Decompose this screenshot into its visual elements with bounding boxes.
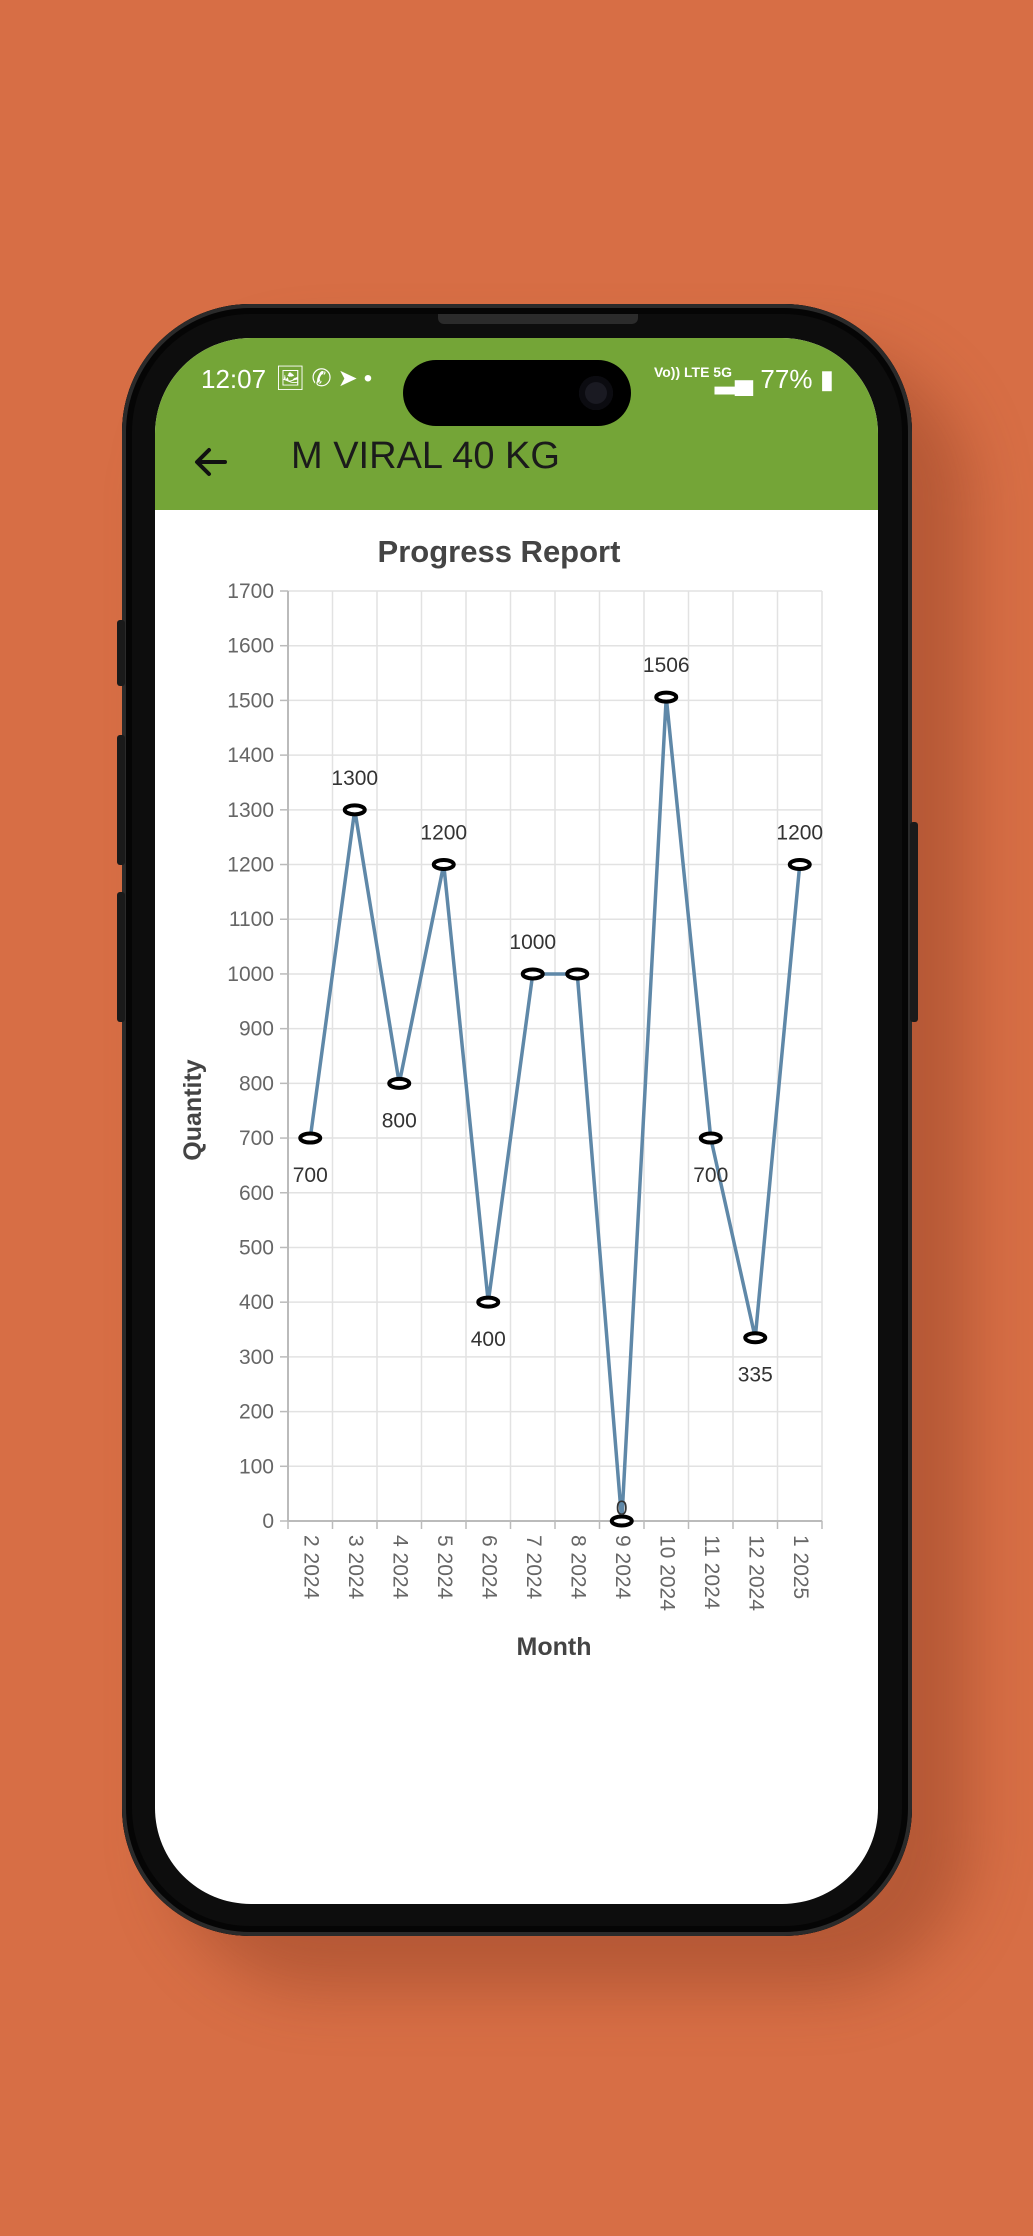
x-axis-label: Month [517, 1633, 592, 1661]
x-tick-label: 4 2024 [389, 1535, 412, 1600]
gallery-icon: 🖼 [275, 365, 312, 392]
network-indicator: Vo)) LTE 5G [653, 364, 732, 380]
y-tick-label: 1200 [227, 854, 274, 877]
y-tick-label: 1600 [227, 635, 274, 658]
y-tick-label: 200 [239, 1401, 274, 1424]
data-label: 700 [693, 1164, 728, 1187]
telegram-icon: ➤ [337, 365, 364, 392]
chart-title: Progress Report [378, 534, 621, 569]
x-tick-label: 11 2024 [700, 1535, 723, 1610]
signal-icon: ▂▄ [714, 364, 754, 394]
y-tick-label: 700 [239, 1127, 274, 1150]
data-point [431, 858, 456, 872]
x-tick-label: 8 2024 [567, 1535, 590, 1600]
data-label: 0 [616, 1497, 628, 1520]
camera-lens [579, 376, 613, 410]
y-tick-label: 900 [239, 1018, 274, 1041]
y-tick-labels: 0 100 200 300 400 500 600 700 800 900 1000 1100 1200… [227, 580, 274, 1533]
data-label: 1506 [643, 654, 690, 677]
volume-up-button [117, 735, 125, 865]
data-point [520, 967, 545, 981]
x-tick-label: 2 2024 [300, 1535, 323, 1600]
x-tick-label: 3 2024 [344, 1535, 367, 1600]
speaker-grille [438, 314, 638, 324]
data-labels: 700 1300 800 1200 400 1000 0 1506 700 335 1200 [293, 654, 823, 1520]
y-tick-label: 0 [262, 1510, 274, 1533]
y-tick-label: 1300 [227, 799, 274, 822]
power-button [910, 822, 918, 1022]
data-point [698, 1131, 723, 1145]
y-tick-label: 1400 [227, 744, 274, 767]
whatsapp-icon: ✆ [311, 365, 338, 392]
x-tick-label: 5 2024 [433, 1535, 456, 1600]
data-point [565, 967, 590, 981]
data-point [342, 803, 367, 817]
x-tick-labels: 2 2024 3 2024 4 2024 5 2024 6 2024 7 2024 8 20… [300, 1535, 813, 1611]
action-button [117, 620, 125, 686]
data-points [298, 690, 812, 1528]
page-title: M VIRAL 40 KG [291, 435, 560, 477]
y-tick-label: 1100 [229, 908, 274, 931]
battery-percent: 77% [760, 364, 813, 394]
data-point [387, 1076, 412, 1090]
progress-chart: Progress Report 0 100 200 300 400 500 600 700 80… [155, 510, 878, 1904]
notification-icons: 🖼✆➤• [275, 364, 378, 393]
data-point [787, 858, 812, 872]
y-tick-label: 500 [239, 1236, 274, 1259]
series-line [308, 696, 802, 1522]
y-tick-label: 300 [239, 1346, 274, 1369]
y-tick-label: 1500 [227, 689, 274, 712]
x-tick-label: 10 2024 [656, 1535, 679, 1611]
y-tick-label: 800 [239, 1072, 274, 1095]
data-label: 800 [382, 1109, 417, 1132]
y-tick-label: 1700 [227, 580, 274, 603]
phone-screen: 12:07 🖼✆➤• Vo)) LTE 5G ▂▄ 77% ▮ M VIRAL … [155, 338, 878, 1904]
data-label: 700 [293, 1164, 328, 1187]
line-chart: Progress Report 0 100 200 300 400 500 600 700 80… [179, 534, 823, 1661]
y-tick-label: 600 [239, 1182, 274, 1205]
arrow-left-icon [195, 448, 227, 476]
data-point [609, 1514, 634, 1528]
chart-axes [287, 591, 822, 1522]
data-label: 335 [738, 1364, 773, 1387]
y-tick-label: 400 [239, 1291, 274, 1314]
app-bar: 12:07 🖼✆➤• Vo)) LTE 5G ▂▄ 77% ▮ M VIRAL … [155, 338, 878, 510]
x-tick-label: 7 2024 [522, 1535, 545, 1600]
data-label: 1300 [331, 767, 378, 790]
volume-down-button [117, 892, 125, 1022]
chart-grid [280, 590, 823, 1529]
y-tick-label: 1000 [227, 963, 274, 986]
data-label: 400 [471, 1328, 506, 1351]
x-tick-label: 6 2024 [478, 1535, 501, 1600]
y-axis-label: Quantity [179, 1059, 207, 1160]
data-label: 1000 [509, 931, 556, 954]
data-point [743, 1331, 768, 1345]
dot-icon: • [363, 365, 379, 392]
data-label: 1200 [420, 822, 467, 845]
battery-icon: ▮ [819, 364, 834, 394]
x-tick-label: 9 2024 [611, 1535, 634, 1600]
x-tick-label: 12 2024 [745, 1535, 768, 1611]
data-label: 1200 [776, 822, 823, 845]
x-tick-label: 1 2025 [789, 1535, 812, 1599]
y-tick-label: 100 [239, 1455, 274, 1478]
status-time: 12:07 [201, 364, 267, 394]
data-point [654, 690, 679, 704]
data-point [476, 1295, 501, 1309]
back-button[interactable] [183, 434, 239, 490]
battery-status: ▂▄ 77% ▮ [715, 364, 834, 395]
data-point [298, 1131, 323, 1145]
